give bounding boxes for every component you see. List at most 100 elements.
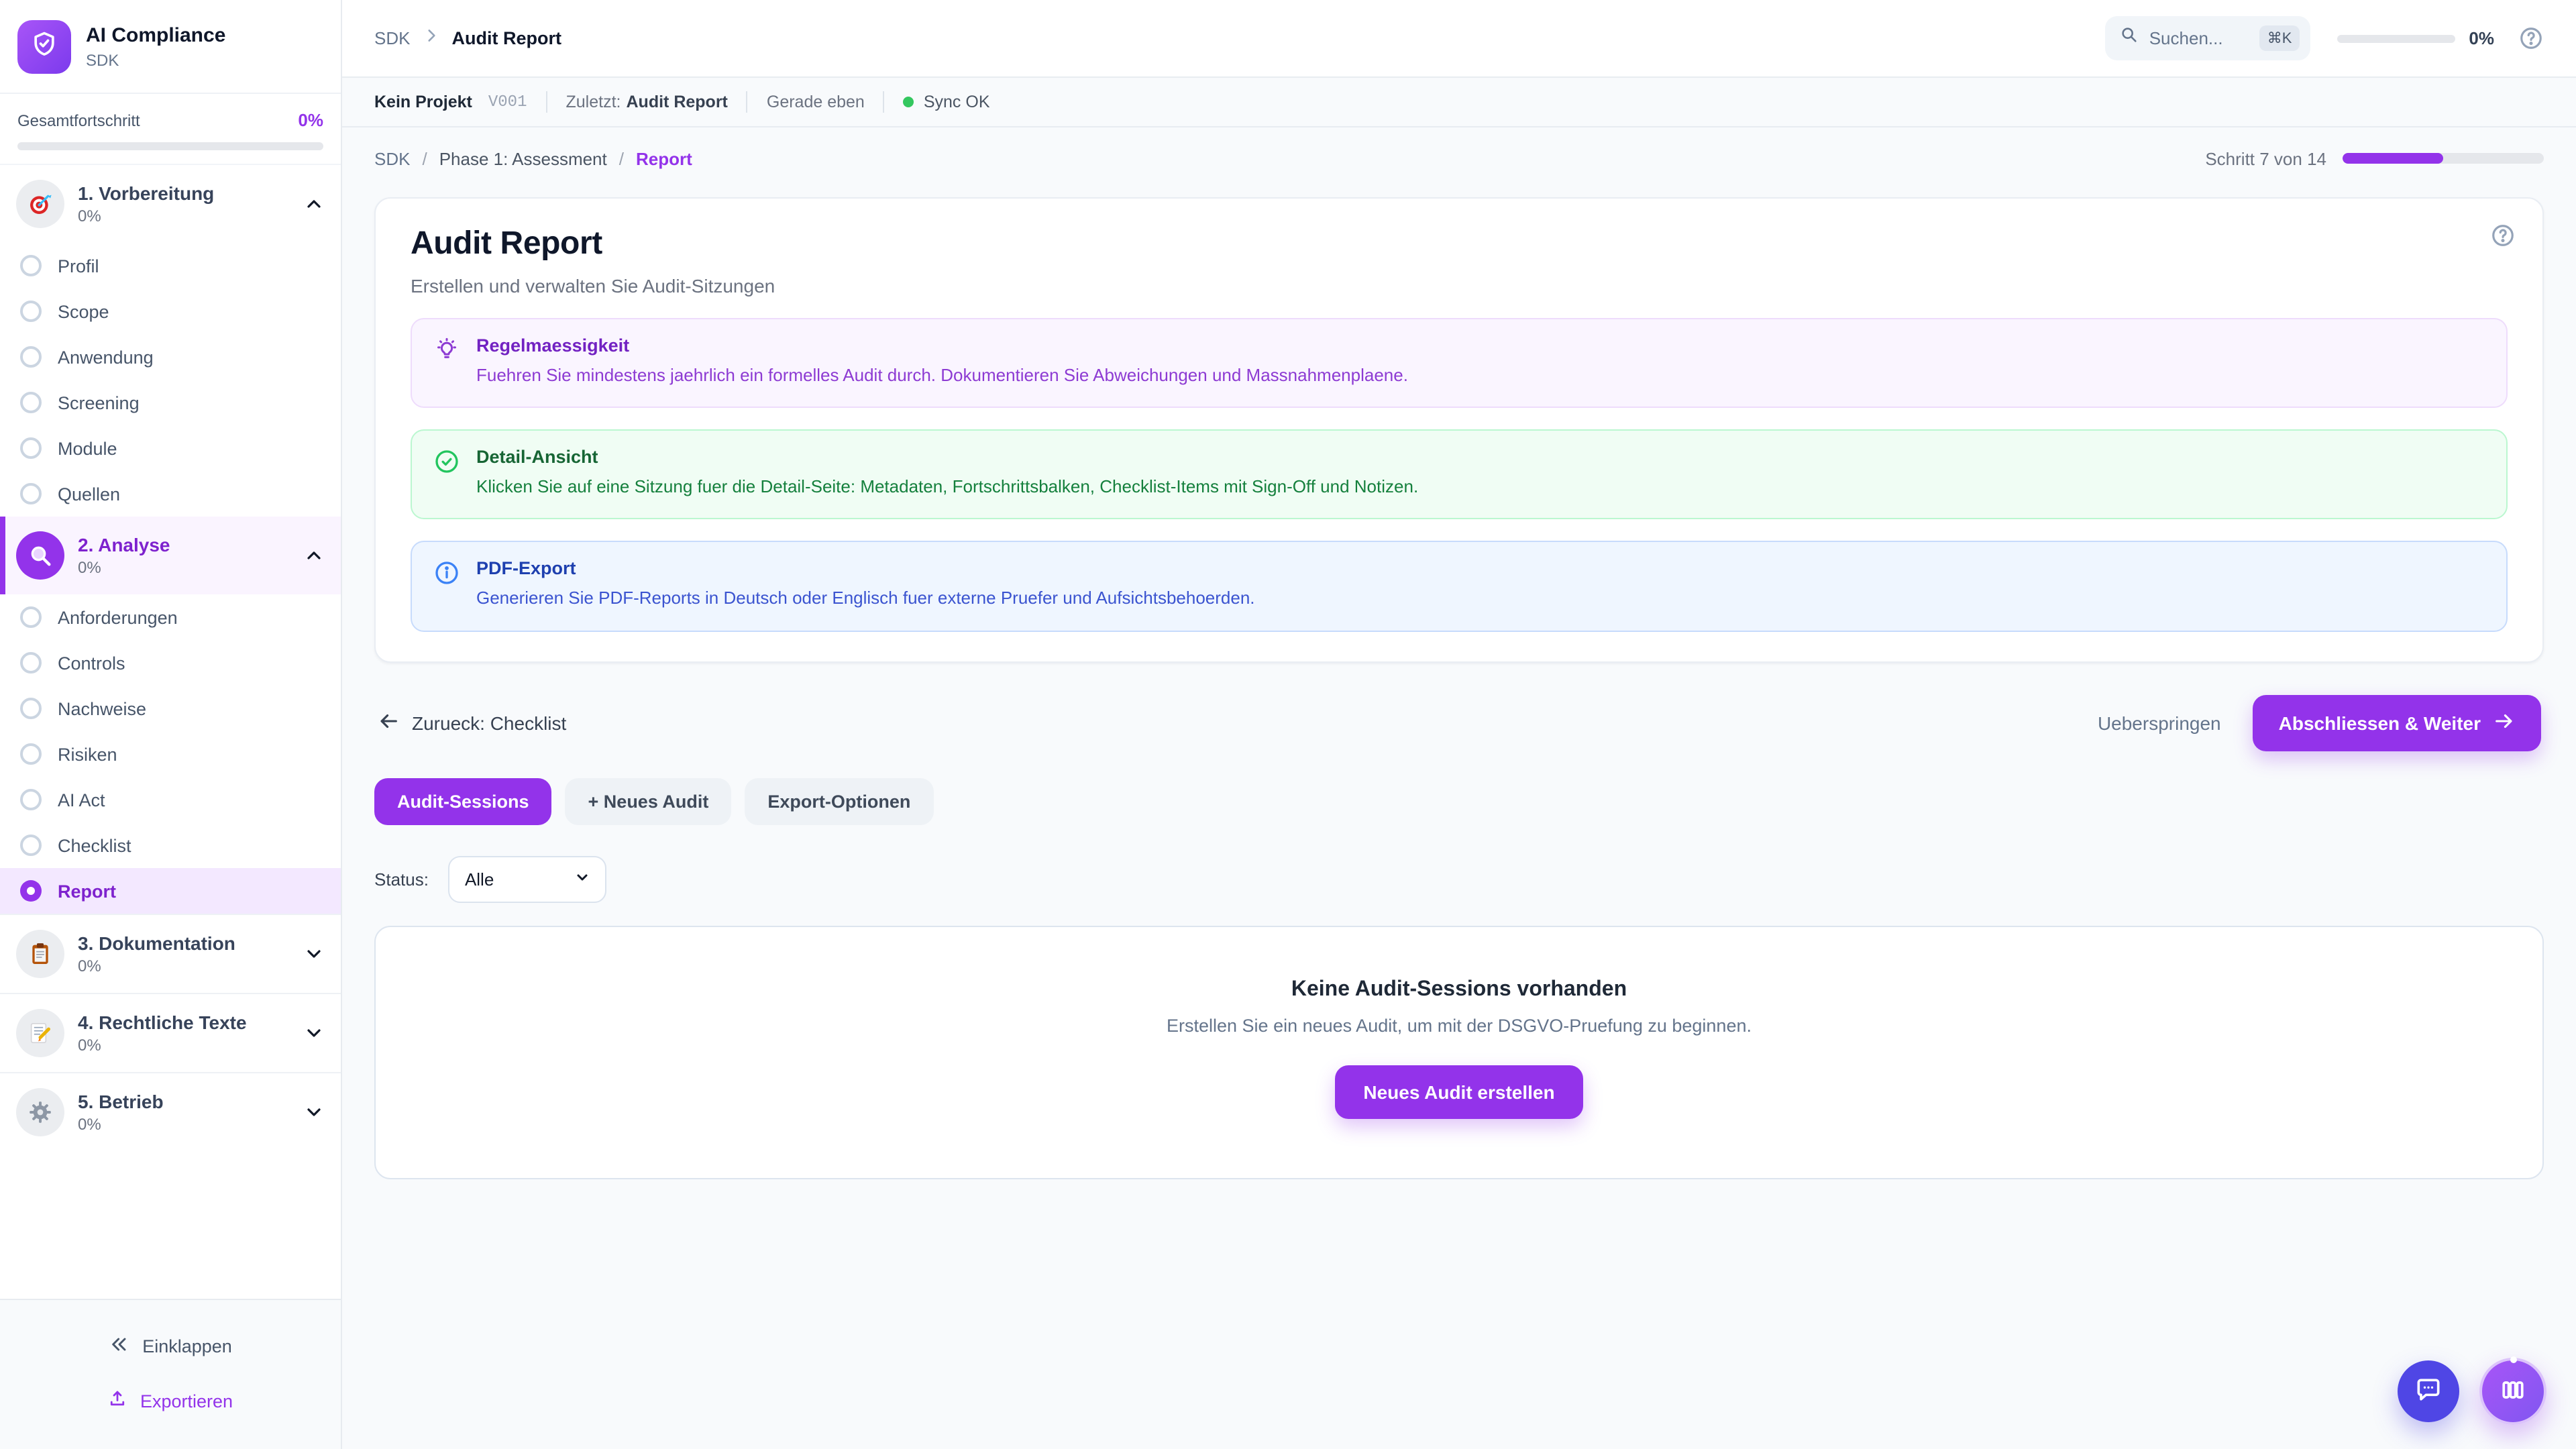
- target-icon: [16, 180, 64, 228]
- status-filter-label: Status:: [374, 869, 429, 890]
- chevron-down-icon: [303, 943, 325, 965]
- section-percent: 0%: [78, 1035, 101, 1055]
- arrow-left-icon: [377, 709, 400, 736]
- status-bar: Kein Projekt V001 Zuletzt: Audit Report …: [342, 78, 2576, 127]
- radio-circle-icon: [20, 301, 42, 322]
- sidebar-item-module[interactable]: Module: [0, 425, 341, 471]
- overall-progress-bar: [17, 142, 323, 150]
- status-filter-select[interactable]: Alle: [448, 855, 607, 903]
- sidebar-item-profil[interactable]: Profil: [0, 243, 341, 288]
- breadcrumb-sdk[interactable]: SDK: [374, 28, 411, 48]
- app-title-block: AI Compliance SDK: [86, 24, 225, 70]
- section-percent: 0%: [78, 206, 101, 225]
- sidebar-section-dokumentation[interactable]: 3. Dokumentation 0%: [0, 915, 341, 993]
- chat-button[interactable]: [2398, 1360, 2459, 1422]
- section-title: 5. Betrieb: [78, 1091, 164, 1113]
- sidebar: AI Compliance SDK Gesamtfortschritt 0% 1…: [0, 0, 342, 1449]
- sidebar-item-ai-act[interactable]: AI Act: [0, 777, 341, 822]
- sidebar-item-nachweise[interactable]: Nachweise: [0, 686, 341, 731]
- memo-icon: [16, 1009, 64, 1057]
- radio-circle-icon: [20, 652, 42, 674]
- info-box-body: Generieren Sie PDF-Reports in Deutsch od…: [476, 588, 1255, 608]
- skip-button[interactable]: Ueberspringen: [2097, 712, 2221, 734]
- main-area: SDK Audit Report ⌘K 0%: [342, 0, 2576, 1449]
- last-saved-time: Gerade eben: [766, 93, 865, 111]
- tab-export-optionen[interactable]: Export-Optionen: [745, 777, 934, 825]
- status-filter-row: Status: Alle: [374, 855, 2544, 903]
- sidebar-footer: Einklappen Exportieren: [0, 1299, 341, 1449]
- info-box-title: Regelmaessigkeit: [476, 335, 630, 356]
- sidebar-item-report[interactable]: Report: [0, 868, 341, 914]
- export-button[interactable]: Exportieren: [0, 1377, 341, 1425]
- phase-crumb-phase1[interactable]: Phase 1: Assessment: [439, 148, 607, 168]
- tab-bar: Audit-Sessions + Neues Audit Export-Opti…: [374, 777, 2544, 825]
- step-counter: Schritt 7 von 14: [2205, 148, 2326, 168]
- sidebar-item-checklist[interactable]: Checklist: [0, 822, 341, 868]
- sidebar-section-rechtliche-texte[interactable]: 4. Rechtliche Texte 0%: [0, 994, 341, 1072]
- page-subtitle: Erstellen und verwalten Sie Audit-Sitzun…: [411, 275, 775, 297]
- sidebar-item-screening[interactable]: Screening: [0, 380, 341, 425]
- phase-crumb-current: Report: [636, 148, 692, 168]
- version-badge: V001: [488, 93, 527, 111]
- sidebar-section-betrieb[interactable]: 5. Betrieb 0%: [0, 1073, 341, 1151]
- chevron-right-icon: [422, 26, 439, 50]
- header-progress-bar: [2337, 34, 2456, 42]
- tab-neues-audit[interactable]: + Neues Audit: [565, 777, 732, 825]
- check-circle-icon: [433, 448, 460, 499]
- phase-crumb-sdk[interactable]: SDK: [374, 148, 411, 168]
- card-help-icon[interactable]: [2490, 223, 2516, 248]
- app-logo: [17, 20, 71, 74]
- empty-state-card: Keine Audit-Sessions vorhanden Erstellen…: [374, 925, 2544, 1179]
- chevron-down-icon: [575, 869, 591, 889]
- section-title: 3. Dokumentation: [78, 932, 235, 955]
- sidebar-nav: 1. Vorbereitung 0% Profil Scope Anwendun…: [0, 165, 341, 1299]
- radio-selected-icon: [20, 880, 42, 902]
- header-progress-value: 0%: [2469, 28, 2494, 48]
- lightbulb-icon: [433, 337, 460, 388]
- section-title: 4. Rechtliche Texte: [78, 1012, 247, 1034]
- help-icon[interactable]: [2518, 25, 2544, 51]
- back-link[interactable]: Zurueck: Checklist: [377, 709, 566, 736]
- search-input[interactable]: [2149, 28, 2249, 48]
- sidebar-section-analyse[interactable]: 2. Analyse 0%: [0, 517, 341, 594]
- sidebar-item-anforderungen[interactable]: Anforderungen: [0, 594, 341, 640]
- sidebar-header: AI Compliance SDK: [0, 0, 341, 94]
- radio-circle-icon: [20, 483, 42, 504]
- section-percent: 0%: [78, 956, 101, 975]
- radio-circle-icon: [20, 346, 42, 368]
- columns-panel-button[interactable]: [2479, 1356, 2546, 1425]
- info-box-detail-ansicht: Detail-Ansicht Klicken Sie auf eine Sitz…: [411, 429, 2508, 520]
- complete-next-button[interactable]: Abschliessen & Weiter: [2253, 694, 2541, 751]
- tab-audit-sessions[interactable]: Audit-Sessions: [374, 777, 552, 825]
- empty-state-subtitle: Erstellen Sie ein neues Audit, um mit de…: [1167, 1015, 1752, 1036]
- sidebar-item-anwendung[interactable]: Anwendung: [0, 334, 341, 380]
- chevron-up-icon: [303, 545, 325, 566]
- overall-progress-value: 0%: [298, 110, 323, 130]
- floating-buttons: [2398, 1356, 2546, 1425]
- search-box[interactable]: ⌘K: [2104, 16, 2311, 60]
- section-percent: 0%: [78, 557, 101, 577]
- sync-status-dot: [903, 97, 914, 107]
- search-icon: [2120, 25, 2139, 51]
- section-title: 2. Analyse: [78, 534, 170, 556]
- radio-circle-icon: [20, 698, 42, 719]
- audit-report-card: Audit Report Erstellen und verwalten Sie…: [374, 197, 2544, 663]
- create-audit-button[interactable]: Neues Audit erstellen: [1335, 1065, 1583, 1119]
- last-visited-label: Zuletzt:: [566, 93, 621, 111]
- divider: [545, 91, 547, 113]
- sidebar-item-risiken[interactable]: Risiken: [0, 731, 341, 777]
- chevron-up-icon: [303, 193, 325, 215]
- radio-circle-icon: [20, 743, 42, 765]
- clipboard-icon: [16, 930, 64, 978]
- collapse-sidebar-button[interactable]: Einklappen: [0, 1322, 341, 1371]
- sidebar-item-quellen[interactable]: Quellen: [0, 471, 341, 517]
- divider: [746, 91, 748, 113]
- project-name: Kein Projekt: [374, 93, 472, 111]
- empty-state-title: Keine Audit-Sessions vorhanden: [1291, 977, 1627, 1001]
- sidebar-item-controls[interactable]: Controls: [0, 640, 341, 686]
- sidebar-item-scope[interactable]: Scope: [0, 288, 341, 334]
- columns-icon: [2498, 1375, 2528, 1408]
- search-shortcut-badge: ⌘K: [2259, 25, 2300, 51]
- sidebar-section-vorbereitung[interactable]: 1. Vorbereitung 0%: [0, 165, 341, 243]
- divider: [883, 91, 885, 113]
